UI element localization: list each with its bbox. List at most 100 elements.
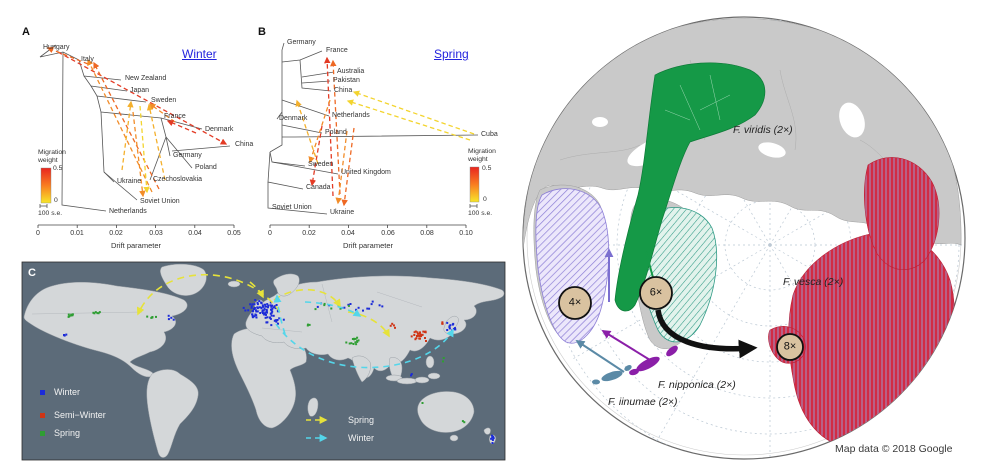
- country-label-denmark-b: Denmark: [279, 115, 308, 122]
- map-attribution: Map data © 2018 Google: [835, 443, 953, 455]
- spring-flow-arcs: [136, 274, 390, 338]
- species-label-nipponica: F. nipponica (2×): [658, 379, 736, 391]
- species-label-iinumae: F. iinumae (2×): [608, 396, 678, 408]
- country-label-poland-a: Poland: [195, 164, 217, 171]
- migration-arrows-a: [46, 46, 228, 198]
- iinumae-islands: [592, 365, 632, 385]
- country-label-china-a: China: [235, 141, 254, 148]
- country-label-australia: Australia: [337, 68, 365, 75]
- country-label-china-b: China: [334, 87, 353, 94]
- country-label-japan: Japan: [130, 87, 150, 94]
- panel-a-title: Winter: [182, 47, 217, 61]
- x-tick-a5: 0.05: [227, 230, 241, 237]
- spring-swatch: [40, 431, 45, 436]
- scalebar-label-b: 100 s.e.: [468, 210, 493, 217]
- ploidy-circles: [558, 276, 804, 361]
- ploidy-circle-4x: [558, 286, 592, 320]
- region-vesca-north: [864, 157, 940, 270]
- x-axis-label-a: Drift parameter: [110, 241, 162, 250]
- country-label-ukraine-b: Ukraine: [330, 209, 355, 216]
- winter-flow-arcs: [273, 294, 454, 369]
- colorbar-b: [469, 166, 480, 208]
- panel-letter-c: C: [28, 267, 36, 279]
- colorbar-a: [39, 167, 52, 208]
- country-label-hungary: Hungary: [43, 44, 70, 51]
- world-map: [21, 261, 506, 461]
- ploidy-label-8x: 8×: [783, 340, 797, 353]
- semiwinter-swatch: [40, 413, 45, 418]
- panel-b-title: Spring: [434, 47, 469, 61]
- country-label-italy: Italy: [81, 56, 94, 63]
- continents: [23, 263, 505, 458]
- country-label-sweden-a: Sweden: [151, 97, 177, 104]
- country-label-canada: Canada: [306, 184, 331, 191]
- country-label-netherlands-a: Netherlands: [109, 208, 147, 215]
- nipponica-islands: [629, 345, 678, 376]
- scalebar-label-a: 100 s.e.: [38, 210, 63, 217]
- x-tick-a4: 0.04: [188, 230, 202, 237]
- country-label-netherlands-b: Netherlands: [332, 112, 370, 119]
- panel-letter-a: A: [22, 26, 30, 38]
- legend-label-semi-winter: Semi−Winter: [54, 410, 106, 420]
- x-tick-a1: 0.01: [70, 230, 84, 237]
- migration-arrows-b: [295, 56, 475, 207]
- colorbar-max-b: 0.5: [482, 165, 492, 172]
- flow-legend-label-spring: Spring: [348, 415, 375, 425]
- ploidy-label-4x: 4×: [568, 296, 582, 309]
- legend-label-winter: Winter: [54, 387, 81, 397]
- colorbar-min-a: 0: [54, 197, 58, 204]
- country-label-cuba: Cuba: [481, 131, 498, 138]
- colorbar-max-a: 0.5: [53, 165, 63, 172]
- ploidy-circle-8x: [776, 333, 804, 361]
- ploidy-label-6x: 6×: [649, 286, 663, 299]
- country-label-france-b: France: [326, 47, 348, 54]
- treemix-tree-a: [39, 44, 231, 212]
- octoploid-arrow-icon: [655, 309, 758, 359]
- iinumae-arrow-icon: [575, 340, 625, 373]
- map-flow-legend-arrows: [306, 416, 328, 442]
- legend-label-spring: Spring: [54, 428, 81, 438]
- flow-legend-label-winter: Winter: [348, 433, 375, 443]
- x-tick-b4: 0.08: [420, 230, 434, 237]
- country-label-sweden-b: Sweden: [308, 161, 334, 168]
- x-tick-a2: 0.02: [109, 230, 123, 237]
- species-label-viridis: F. viridis (2×): [733, 124, 793, 136]
- country-label-denmark-a: Denmark: [205, 126, 234, 133]
- x-tick-b3: 0.06: [381, 230, 395, 237]
- globe: [522, 16, 966, 460]
- species-label-vesca: F. vesca (2×): [783, 276, 844, 288]
- country-label-poland-b: Poland: [325, 129, 347, 136]
- region-viridis: [614, 62, 766, 312]
- nipponica-arrow-icon: [601, 330, 651, 361]
- x-axis-b: [269, 224, 467, 228]
- map-class-legend-swatches: [40, 390, 45, 436]
- x-tick-b0: 0: [268, 230, 272, 237]
- x-tick-a0: 0: [36, 230, 40, 237]
- country-label-germany-a: Germany: [173, 152, 202, 159]
- x-tick-b5: 0.10: [459, 230, 473, 237]
- x-tick-b1: 0.02: [302, 230, 316, 237]
- x-axis-label-b: Drift parameter: [342, 241, 394, 250]
- country-label-ukraine-a: Ukraine: [117, 178, 142, 185]
- country-label-new-zealand: New Zealand: [125, 75, 167, 82]
- country-label-soviet-union-b: Soviet Union: [272, 204, 312, 211]
- country-label-czechoslovakia: Czechoslovakia: [153, 176, 203, 183]
- country-borders: [31, 283, 423, 333]
- panel-letter-b: B: [258, 26, 266, 38]
- country-label-germany-b: Germany: [287, 39, 316, 46]
- winter-swatch: [40, 390, 45, 395]
- country-label-soviet-union-a: Soviet Union: [140, 198, 180, 205]
- colorbar-title-b: Migration weight: [468, 148, 496, 163]
- x-tick-a3: 0.03: [149, 230, 163, 237]
- country-label-united-kingdom: United Kingdom: [341, 169, 391, 176]
- region-vesca: [788, 231, 955, 448]
- treemix-tree-b: [267, 42, 479, 215]
- x-tick-b2: 0.04: [341, 230, 355, 237]
- colorbar-title-a: Migration weight: [38, 149, 66, 164]
- viridis-country-borders: [664, 74, 731, 131]
- colorbar-min-b: 0: [483, 196, 487, 203]
- country-label-pakistan: Pakistan: [333, 77, 360, 84]
- x-axis-a: [37, 224, 235, 228]
